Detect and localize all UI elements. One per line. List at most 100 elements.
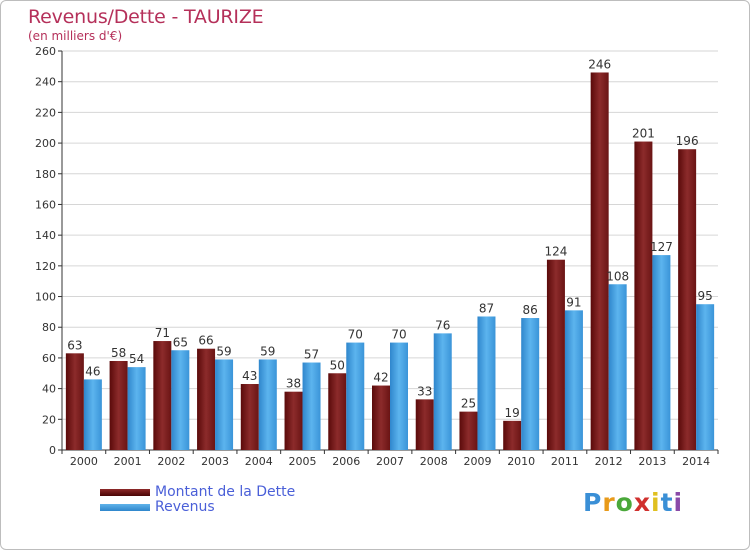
data-label-debt: 196 [676,134,699,148]
y-tick-label: 80 [42,321,56,334]
data-label-debt: 38 [286,377,301,391]
bar-debt [197,348,216,450]
x-tick-label: 2009 [463,455,491,468]
x-tick-label: 2004 [245,455,273,468]
bar-debt [503,420,522,450]
y-tick-label: 160 [35,198,56,211]
y-tick-label: 0 [49,444,56,457]
y-tick-label: 140 [35,229,56,242]
y-tick-label: 20 [42,413,56,426]
logo-letter: i [651,488,661,517]
y-tick-label: 200 [35,137,56,150]
data-label-debt: 66 [198,334,213,348]
x-tick-label: 2014 [682,455,710,468]
legend: Montant de la Dette Revenus [100,485,295,515]
data-label-revenue: 127 [650,240,673,254]
logo-letter: t [660,488,674,517]
y-tick-label: 240 [35,76,56,89]
data-label-revenue: 95 [697,289,712,303]
x-tick-label: 2012 [595,455,623,468]
data-label-debt: 33 [417,384,432,398]
data-label-revenue: 70 [348,328,363,342]
x-tick-label: 2003 [201,455,229,468]
x-tick-label: 2001 [114,455,142,468]
x-tick-label: 2011 [551,455,579,468]
data-label-debt: 63 [67,338,82,352]
bar-debt [546,259,565,450]
bar-revenue [652,255,671,450]
chart-title: Revenus/Dette - TAURIZE [28,6,264,28]
y-tick-label: 40 [42,383,56,396]
data-label-debt: 19 [505,406,520,420]
data-label-revenue: 59 [260,344,275,358]
x-tick-label: 2000 [70,455,98,468]
bar-revenue [127,367,146,450]
bar-debt [590,72,609,450]
bar-revenue [346,342,365,450]
bar-debt [415,399,434,450]
data-label-revenue: 87 [479,301,494,315]
data-label-revenue: 46 [85,364,100,378]
data-label-revenue: 54 [129,352,144,366]
x-tick-label: 2007 [376,455,404,468]
data-label-debt: 246 [588,57,611,71]
data-label-revenue: 70 [391,328,406,342]
bar-revenue [215,359,234,450]
y-tick-label: 220 [35,106,56,119]
data-label-debt: 43 [242,369,257,383]
y-tick-label: 100 [35,291,56,304]
bar-debt [284,391,303,450]
legend-label-debt: Montant de la Dette [155,484,296,500]
bar-debt [240,384,259,450]
bar-debt [678,149,697,450]
bar-revenue [477,316,496,450]
bar-revenue [83,379,102,450]
data-label-revenue: 86 [523,303,538,317]
data-label-debt: 124 [544,245,567,259]
y-tick-label: 180 [35,168,56,181]
bar-revenue [564,310,583,450]
bar-debt [65,353,84,450]
legend-label-revenue: Revenus [155,499,215,515]
logo-letter: x [633,488,651,517]
legend-item-revenue: Revenus [100,500,295,515]
data-label-debt: 71 [155,326,170,340]
y-tick-label: 120 [35,260,56,273]
bar-revenue [608,284,627,450]
legend-swatch-revenue [100,504,150,511]
legend-swatch-debt [100,489,150,496]
data-label-revenue: 57 [304,348,319,362]
x-tick-label: 2005 [289,455,317,468]
logo-letter: i [673,488,684,517]
data-label-debt: 201 [632,127,655,141]
data-label-revenue: 108 [606,269,629,283]
data-label-debt: 58 [111,346,126,360]
data-label-debt: 25 [461,397,476,411]
data-label-debt: 42 [373,371,388,385]
data-label-revenue: 91 [566,295,581,309]
logo-letter: r [602,488,616,517]
proxiti-logo: Proxiti [583,488,683,517]
logo-letter: P [583,488,603,517]
bar-revenue [696,304,715,450]
data-label-revenue: 65 [173,335,188,349]
logo-letter: o [615,488,634,517]
bar-revenue [302,362,321,450]
bar-debt [372,385,390,450]
bar-revenue [390,342,408,450]
y-tick-label: 260 [35,45,56,58]
data-label-revenue: 59 [216,344,231,358]
x-tick-label: 2013 [638,455,666,468]
bar-debt [634,141,653,451]
data-label-revenue: 76 [435,318,450,332]
bar-revenue [521,318,540,450]
x-tick-label: 2006 [332,455,360,468]
bar-debt [328,373,347,450]
data-label-debt: 50 [330,358,345,372]
bar-revenue [433,333,452,450]
x-tick-label: 2010 [507,455,535,468]
legend-item-debt: Montant de la Dette [100,485,295,500]
y-tick-label: 60 [42,352,56,365]
